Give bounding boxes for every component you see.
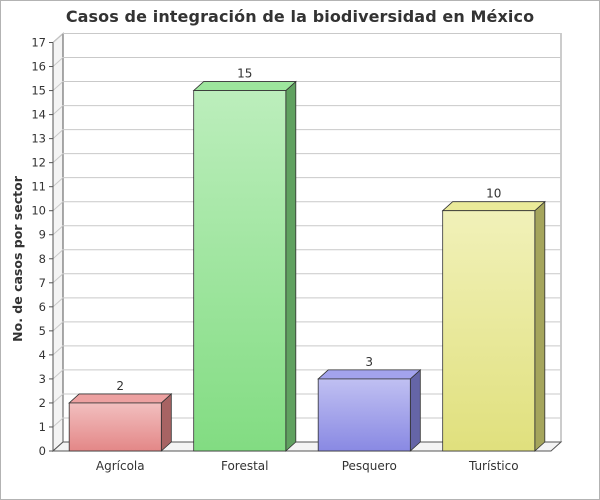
labels: 2 Agrícola 15 Forestal 3 Pesquero 10 Turístico — [96, 67, 519, 473]
gridline — [52, 81, 561, 91]
y-tick-label: 16 — [31, 60, 46, 74]
y-tick-label: 3 — [39, 372, 46, 386]
y-tick-label: 15 — [31, 84, 46, 98]
category-label: Agrícola — [96, 459, 145, 473]
bar-pesquero — [317, 369, 422, 452]
y-tick-label: 11 — [31, 180, 46, 194]
gridline — [52, 201, 561, 212]
y-tick-label: 7 — [39, 276, 46, 290]
side-wall — [52, 32, 64, 453]
gridline — [52, 273, 561, 284]
data-label: 3 — [365, 355, 373, 369]
y-tick-label: 14 — [31, 108, 46, 122]
category-label: Turístico — [468, 459, 519, 473]
gridline — [52, 105, 561, 115]
bar-turístico — [441, 200, 546, 452]
gridline — [52, 321, 561, 332]
y-tick-label: 8 — [39, 252, 46, 266]
bar-side — [285, 80, 297, 452]
bar-front — [193, 90, 287, 452]
y-tick-label: 2 — [39, 396, 46, 410]
gridline — [52, 297, 561, 308]
bar-agrícola — [68, 393, 173, 452]
bar-forestal — [192, 80, 297, 452]
y-tick-label: 4 — [39, 348, 46, 362]
bar-top — [192, 81, 297, 91]
y-axis-title: No. de casos por sector — [10, 175, 25, 342]
chart-title: Casos de integración de la biodiversidad… — [65, 7, 535, 26]
gridline — [52, 177, 561, 188]
bar-side — [409, 369, 421, 452]
bar-top — [441, 201, 546, 212]
y-tick-label: 12 — [31, 156, 46, 170]
y-tick-label: 13 — [31, 132, 46, 146]
gridline — [52, 345, 561, 356]
y-tick-label: 1 — [39, 420, 46, 434]
gridline — [52, 57, 561, 67]
category-label: Pesquero — [342, 459, 397, 473]
bars — [68, 80, 546, 452]
data-label: 10 — [486, 187, 501, 201]
y-tick-label: 9 — [39, 228, 46, 242]
gridline — [52, 129, 561, 139]
y-tick-label: 17 — [31, 36, 46, 50]
gridline — [52, 153, 561, 164]
gridlines — [52, 33, 561, 428]
y-tick-label: 5 — [39, 324, 46, 338]
bar-side — [534, 200, 546, 452]
y-tick-label: 0 — [39, 444, 46, 458]
bar-top — [68, 393, 173, 404]
gridline — [52, 33, 561, 43]
bar-side — [160, 393, 172, 452]
y-tick-label: 10 — [31, 204, 46, 218]
bar-front — [317, 378, 411, 452]
gridline — [52, 225, 561, 236]
bar-front — [442, 210, 536, 452]
category-label: Forestal — [221, 459, 269, 473]
y-tick-label: 6 — [39, 300, 46, 314]
bar-front — [68, 402, 162, 452]
data-label: 2 — [116, 379, 124, 393]
gridline — [52, 249, 561, 260]
data-label: 15 — [237, 67, 252, 81]
bar-top — [317, 369, 422, 380]
